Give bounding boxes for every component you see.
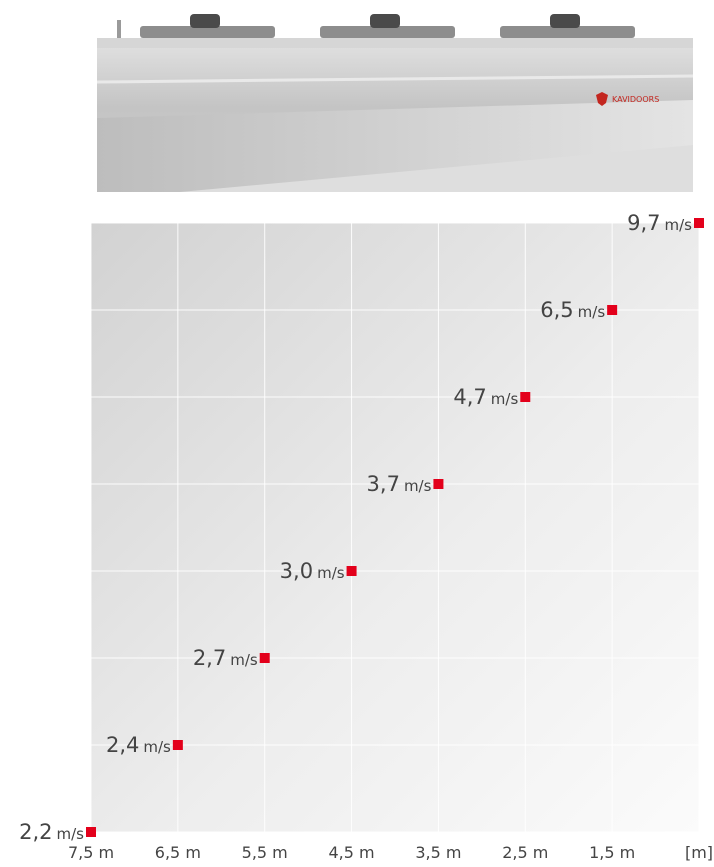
plot-area (91, 223, 699, 832)
grid (90, 222, 700, 833)
data-point-marker (259, 653, 270, 663)
svg-text:KAVIDOORS: KAVIDOORS (612, 95, 659, 104)
data-point-marker (694, 218, 704, 228)
data-point-label: 6,5 m/s (540, 298, 605, 322)
x-tick-label: 6,5 m (155, 843, 201, 862)
velocity-unit: m/s (665, 216, 693, 234)
x-axis-ticks: 7,5 m 6,5 m 5,5 m 4,5 m 3,5 m 2,5 m 1,5 m (68, 843, 635, 862)
data-point-label: 2,4 m/s (106, 733, 171, 757)
fan-3 (500, 14, 635, 38)
velocity-unit: m/s (57, 825, 85, 843)
x-tick-label: 1,5 m (589, 843, 635, 862)
data-point-label: 2,2 m/s (19, 820, 84, 844)
x-tick-label: 3,5 m (415, 843, 461, 862)
fan-2 (320, 14, 455, 38)
velocity-value: 6,5 (540, 298, 573, 322)
x-axis-label: [m] (685, 843, 713, 862)
velocity-value: 3,7 (367, 472, 400, 496)
velocity-value: 9,7 (627, 211, 660, 235)
data-point-marker (433, 479, 444, 489)
velocity-value: 4,7 (453, 385, 486, 409)
velocity-unit: m/s (491, 390, 519, 408)
data-point-label: 4,7 m/s (453, 385, 518, 409)
velocity-unit: m/s (404, 477, 432, 495)
fan-1 (140, 14, 275, 38)
data-point-marker (607, 305, 618, 315)
velocity-unit: m/s (230, 651, 258, 669)
x-tick-label: 5,5 m (242, 843, 288, 862)
data-point-marker (346, 566, 357, 576)
velocity-value: 3,0 (280, 559, 313, 583)
brand-logo: KAVIDOORS (596, 92, 659, 106)
unit-body (96, 20, 694, 192)
velocity-unit: m/s (578, 303, 606, 321)
data-point-marker (520, 392, 531, 402)
velocity-value: 2,4 (106, 733, 139, 757)
air-curtain-illustration: KAVIDOORS (96, 14, 694, 192)
data-point-marker (172, 740, 183, 750)
data-point-label: 3,0 m/s (280, 559, 345, 583)
data-point-label: 3,7 m/s (367, 472, 432, 496)
x-tick-label: 4,5 m (329, 843, 375, 862)
velocity-value: 2,2 (19, 820, 52, 844)
data-points: 2,2 m/s2,4 m/s2,7 m/s3,0 m/s3,7 m/s4,7 m/s6,5 m… (19, 211, 704, 844)
velocity-unit: m/s (317, 564, 345, 582)
data-point-label: 9,7 m/s (627, 211, 692, 235)
x-tick-label: 2,5 m (502, 843, 548, 862)
x-tick-label: 7,5 m (68, 843, 114, 862)
velocity-unit: m/s (143, 738, 171, 756)
data-point-marker (86, 827, 96, 837)
data-point-label: 2,7 m/s (193, 646, 258, 670)
velocity-value: 2,7 (193, 646, 226, 670)
